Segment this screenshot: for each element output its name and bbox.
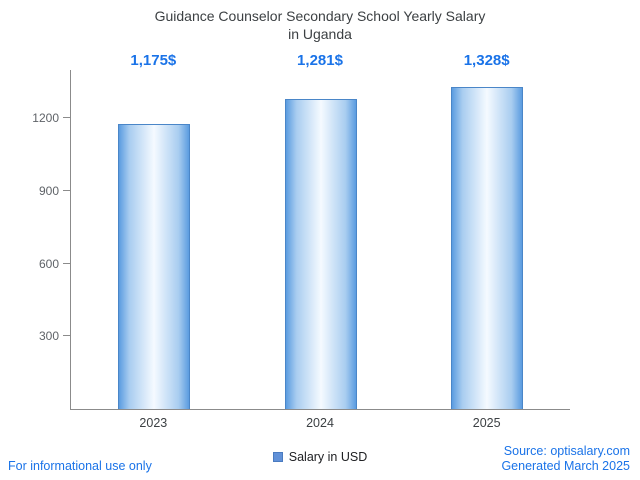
legend-label: Salary in USD [288, 450, 368, 464]
bar-2024 [284, 98, 357, 409]
bar-value-label-2024: 1,281$ [297, 52, 343, 69]
bar-2023 [118, 124, 191, 409]
y-tick-mark [63, 335, 71, 337]
disclaimer-text: For informational use only [8, 459, 152, 473]
x-axis-label-2025: 2025 [472, 416, 501, 430]
y-tick-label: 600 [38, 256, 59, 271]
y-tick-label: 900 [38, 184, 59, 199]
chart-title-line2: in Uganda [288, 26, 352, 43]
legend-swatch-icon [272, 452, 283, 462]
source-text: Source: optisalary.com [503, 443, 630, 458]
source-info: Source: optisalary.com Generated March 2… [501, 444, 630, 475]
generated-text: Generated March 2025 [501, 459, 630, 474]
y-tick-label: 1200 [32, 111, 59, 126]
chart-title-line1: Guidance Counselor Secondary School Year… [154, 8, 486, 24]
chart-title: Guidance Counselor Secondary School Year… [0, 7, 640, 43]
y-tick-mark [63, 262, 71, 264]
bar-value-labels: 1,175$ 1,281$ 1,328$ [70, 52, 570, 72]
x-axis-label-2024: 2024 [306, 416, 334, 430]
bars-group [71, 70, 570, 409]
legend: Salary in USD [0, 450, 640, 464]
x-axis-label-2023: 2023 [139, 416, 168, 430]
y-tick-label: 300 [38, 329, 59, 344]
x-axis: 2023 2024 2025 [70, 416, 570, 434]
y-axis: 300 600 900 1200 [32, 70, 570, 409]
y-tick-mark [63, 117, 71, 119]
bar-value-label-2025: 1,328$ [463, 52, 510, 69]
bar-value-label-2023: 1,175$ [130, 52, 177, 69]
plot-area: 300 600 900 1200 [32, 70, 570, 410]
bar-2025 [450, 87, 523, 409]
y-tick-mark [63, 190, 71, 192]
